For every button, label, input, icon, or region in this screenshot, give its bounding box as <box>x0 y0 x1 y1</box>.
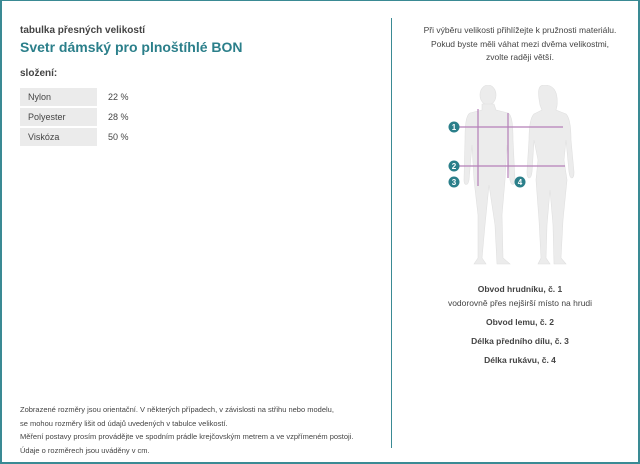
legend-front-length: Délka předního dílu, č. 3 <box>471 336 569 346</box>
svg-text:4: 4 <box>518 178 523 187</box>
measurement-legend: Obvod hrudníku, č. 1 vodorovně přes nejš… <box>400 284 640 370</box>
tip-line: zvolte raději větší. <box>485 52 555 62</box>
page-title: Svetr dámský pro plnoštíhlé BON <box>20 39 243 55</box>
marker-4-icon: 4 <box>514 176 526 188</box>
tip-line: Při výběru velikosti přihlížejte k pružn… <box>423 25 617 35</box>
composition-table: Nylon 22 % Polyester 28 % Viskóza 50 % <box>20 86 129 148</box>
size-tip: Při výběru velikosti přihlížejte k pružn… <box>400 24 640 65</box>
footer-line: Zobrazené rozměry jsou orientační. V něk… <box>20 405 334 414</box>
footer-line: Měření postavy prosím provádějte ve spod… <box>20 432 354 441</box>
composition-label: složení: <box>20 68 58 79</box>
material-name: Viskóza <box>20 128 97 146</box>
table-row: Nylon 22 % <box>20 88 129 106</box>
measurement-lines <box>455 109 565 186</box>
footer-line: Údaje o rozměrech jsou uváděny v cm. <box>20 445 150 455</box>
legend-chest-desc: vodorovně přes nejširší místo na hrudi <box>447 298 593 308</box>
marker-1-icon: 1 <box>448 121 460 133</box>
table-row: Viskóza 50 % <box>20 128 129 146</box>
table-row: Polyester 28 % <box>20 108 129 126</box>
material-value: 22 % <box>108 92 129 102</box>
material-value: 50 % <box>108 132 129 142</box>
footer-line: se mohou rozměry lišit od údajů uvedenýc… <box>20 418 228 428</box>
divider <box>391 18 392 448</box>
marker-2-icon: 2 <box>448 160 460 172</box>
legend-hem: Obvod lemu, č. 2 <box>485 317 555 327</box>
material-name: Polyester <box>20 108 97 126</box>
footer-note: Zobrazené rozměry jsou orientační. V něk… <box>20 403 353 457</box>
female-silhouette-icon <box>526 85 575 265</box>
legend-sleeve: Délka rukávu, č. 4 <box>484 355 556 365</box>
marker-3-icon: 3 <box>448 176 460 188</box>
page-subtitle: tabulka přesných velikostí <box>20 25 146 36</box>
svg-text:1: 1 <box>452 123 457 132</box>
material-value: 28 % <box>108 112 129 122</box>
measurement-figure: 1 2 3 4 <box>448 85 575 265</box>
male-silhouette-icon <box>463 85 516 265</box>
tip-line: Pokud byste měli váhat mezi dvěma veliko… <box>430 38 610 49</box>
legend-chest: Obvod hrudníku, č. 1 <box>477 284 563 294</box>
svg-text:3: 3 <box>452 178 457 187</box>
svg-text:2: 2 <box>452 162 457 171</box>
material-name: Nylon <box>20 88 97 106</box>
